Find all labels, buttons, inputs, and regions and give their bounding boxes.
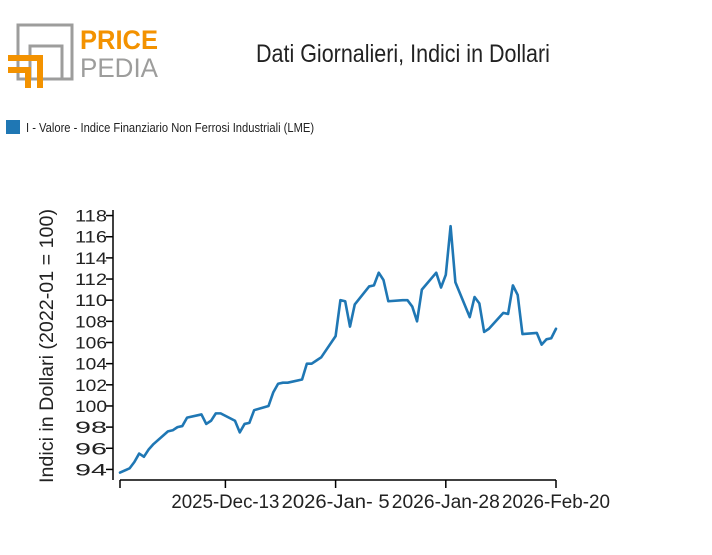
legend-label: I - Valore - Indice Finanziario Non Ferr… — [26, 119, 315, 135]
x-tick-label: 2026-Feb-20 — [502, 492, 610, 513]
logo-square-inner — [28, 44, 64, 81]
logo-mark — [8, 23, 74, 88]
pricepedia-logo: PRICE PEDIA — [8, 23, 158, 88]
y-tick-label: 102 — [75, 376, 107, 395]
x-tick-label: 2025-Dec-13 — [171, 492, 279, 513]
chart-title: Dati Giornalieri, Indici in Dollari — [256, 40, 550, 68]
y-tick-label: 108 — [75, 312, 107, 331]
series-layer — [118, 224, 558, 474]
y-tick-label: 94 — [75, 460, 107, 479]
logo-bracket-large — [8, 55, 43, 88]
y-tick-label: 104 — [75, 355, 107, 374]
x-tick-label: 2026-Jan- 5 — [282, 492, 390, 513]
legend-swatch — [6, 120, 20, 134]
y-tick-label: 96 — [75, 439, 107, 458]
y-tick-label: 118 — [75, 207, 107, 226]
y-tick-label: 106 — [75, 334, 107, 353]
y-tick-label: 98 — [75, 418, 107, 437]
x-tick-label: 2026-Jan-28 — [392, 492, 500, 513]
logo-word-bottom: PEDIA — [80, 53, 158, 83]
series-line — [118, 224, 558, 474]
y-tick-label: 110 — [75, 291, 107, 310]
y-tick-label: 114 — [75, 249, 107, 268]
x-axis: 2025-Dec-13 2026-Jan- 5 2026-Jan-28 2026-Fe… — [119, 479, 610, 513]
y-tick-label: 112 — [75, 270, 107, 289]
logo-bracket-small — [8, 67, 31, 88]
chart-legend[interactable]: I - Valore - Indice Finanziario Non Ferr… — [6, 118, 361, 136]
logo-word-top: PRICE — [80, 25, 158, 55]
y-tick-label: 100 — [75, 397, 107, 416]
y-axis-label: Indici in Dollari (2022-01 = 100) — [37, 209, 58, 483]
y-axis: 94 96 98 100 102 104 106 108 110 112 114 116 118 — [75, 207, 114, 480]
y-tick-label: 116 — [75, 228, 107, 247]
